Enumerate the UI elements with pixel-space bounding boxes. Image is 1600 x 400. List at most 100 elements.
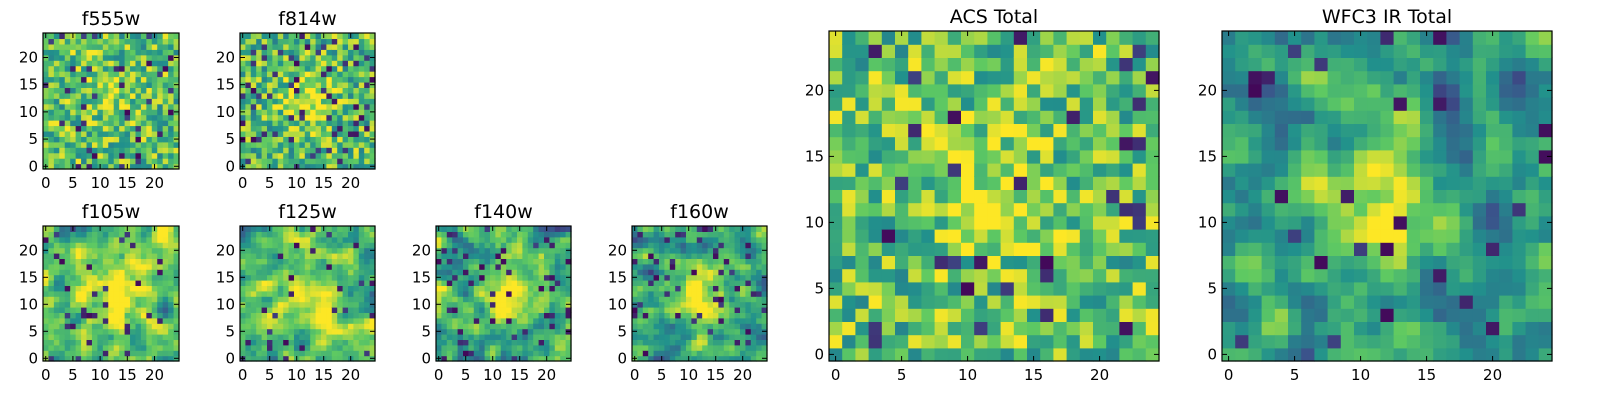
heatmap-cell bbox=[130, 339, 137, 346]
heatmap-cell bbox=[86, 54, 93, 61]
heatmap-cell bbox=[527, 226, 534, 232]
heatmap-cell bbox=[277, 147, 284, 154]
heatmap-cell bbox=[162, 344, 169, 351]
heatmap-cell bbox=[1079, 97, 1094, 111]
heatmap-cell bbox=[921, 123, 936, 138]
heatmap-cell bbox=[299, 317, 306, 324]
heatmap-cell bbox=[162, 147, 169, 154]
heatmap-cell bbox=[1327, 70, 1342, 85]
heatmap-cell bbox=[310, 38, 317, 45]
heatmap-cell bbox=[648, 263, 655, 270]
heatmap-cell bbox=[642, 253, 649, 259]
heatmap-cell bbox=[446, 323, 453, 330]
heatmap-cell bbox=[299, 226, 306, 232]
heatmap-cell bbox=[113, 81, 120, 88]
heatmap-cell bbox=[53, 81, 60, 88]
heatmap-cell bbox=[1327, 281, 1342, 296]
heatmap-cell bbox=[261, 355, 268, 362]
heatmap-cell bbox=[934, 255, 949, 270]
heatmap-cell bbox=[1393, 268, 1408, 283]
heatmap-cell bbox=[1119, 321, 1134, 336]
heatmap-cell bbox=[342, 152, 349, 159]
heatmap-cell bbox=[713, 274, 719, 281]
heatmap-cell bbox=[168, 87, 175, 94]
heatmap-cell bbox=[91, 247, 98, 254]
heatmap-cell bbox=[168, 152, 175, 159]
heatmap-cell bbox=[358, 263, 365, 270]
heatmap-cell bbox=[70, 125, 77, 132]
heatmap-cell bbox=[1354, 31, 1368, 45]
heatmap-cell bbox=[868, 308, 883, 322]
heatmap-cell bbox=[457, 226, 464, 232]
heatmap-cell bbox=[1406, 31, 1421, 45]
heatmap-cell bbox=[1040, 31, 1054, 45]
heatmap-cell bbox=[1367, 57, 1381, 72]
heatmap-cell bbox=[664, 242, 671, 249]
heatmap-cell bbox=[691, 231, 698, 238]
heatmap-cell bbox=[495, 344, 502, 351]
heatmap-cell bbox=[113, 54, 120, 61]
heatmap-cell bbox=[48, 285, 55, 292]
heatmap-cell bbox=[473, 253, 480, 259]
heatmap-cell bbox=[921, 110, 936, 124]
heatmap-cell bbox=[59, 253, 66, 259]
heatmap-cell bbox=[987, 321, 1002, 336]
heatmap-cell bbox=[987, 242, 1002, 256]
heatmap-cell bbox=[538, 334, 545, 340]
heatmap-cell bbox=[310, 158, 317, 165]
heatmap-cell bbox=[669, 334, 676, 340]
heatmap-cell bbox=[321, 236, 327, 243]
heatmap-cell bbox=[364, 247, 371, 254]
heatmap-cell bbox=[675, 285, 682, 292]
heatmap-cell bbox=[277, 285, 284, 292]
heatmap-cell bbox=[70, 247, 77, 254]
heatmap-cell bbox=[718, 258, 725, 265]
heatmap-cell bbox=[1420, 281, 1434, 296]
heatmap-cell bbox=[310, 130, 317, 137]
heatmap-cell bbox=[506, 350, 513, 357]
heatmap-cell bbox=[637, 317, 644, 324]
heatmap-cell bbox=[680, 290, 687, 297]
heatmap-cell bbox=[91, 355, 98, 362]
x-tick-label: 5 bbox=[265, 366, 275, 384]
heatmap-cell bbox=[364, 49, 371, 56]
heatmap-cell bbox=[124, 43, 131, 50]
heatmap-cell bbox=[162, 339, 169, 346]
heatmap-cell bbox=[544, 301, 550, 308]
heatmap-cell bbox=[436, 296, 442, 303]
heatmap-cell bbox=[326, 280, 333, 286]
heatmap-cell bbox=[691, 334, 698, 340]
heatmap-cell bbox=[342, 65, 349, 72]
heatmap-cell bbox=[1132, 308, 1147, 322]
heatmap-cell bbox=[484, 263, 491, 270]
heatmap-cell bbox=[637, 312, 644, 319]
heatmap-cell bbox=[59, 98, 66, 105]
heatmap-cell bbox=[632, 269, 638, 276]
heatmap-cell bbox=[135, 76, 142, 83]
heatmap-cell bbox=[102, 163, 109, 170]
heatmap-cell bbox=[315, 120, 322, 127]
heatmap-cell bbox=[70, 81, 77, 88]
y-tick-label: 20 bbox=[19, 241, 38, 259]
heatmap-cell bbox=[70, 76, 77, 83]
heatmap-cell bbox=[86, 120, 93, 127]
heatmap-cell bbox=[680, 253, 687, 259]
heatmap-cell bbox=[272, 98, 279, 105]
heatmap-cell bbox=[1093, 110, 1107, 124]
heatmap-cell bbox=[1367, 268, 1381, 283]
heatmap-cell bbox=[855, 347, 870, 362]
heatmap-cell bbox=[1354, 189, 1368, 204]
heatmap-cell bbox=[642, 355, 649, 362]
heatmap-cell bbox=[267, 317, 273, 324]
heatmap-cell bbox=[1354, 163, 1368, 177]
heatmap-cell bbox=[1288, 321, 1302, 336]
heatmap-cell bbox=[1261, 57, 1276, 72]
heatmap-cell bbox=[140, 258, 147, 265]
heatmap-cell bbox=[691, 253, 698, 259]
heatmap-cell bbox=[723, 323, 730, 330]
heatmap-cell bbox=[59, 114, 66, 121]
heatmap-cell bbox=[1261, 202, 1276, 217]
heatmap-cell bbox=[1314, 202, 1329, 217]
heatmap-cell bbox=[479, 263, 486, 270]
heatmap-cell bbox=[283, 236, 290, 243]
